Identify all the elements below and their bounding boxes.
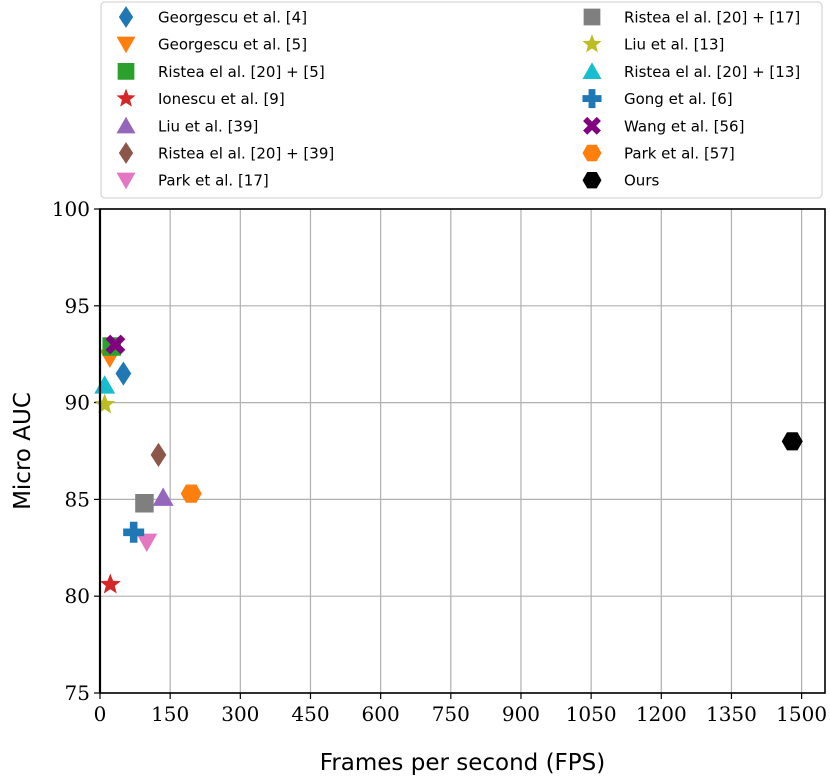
data-points (94, 334, 803, 594)
legend-marker-ionescu-et-al-9 (116, 88, 136, 107)
y-tick-label: 85 (65, 487, 90, 511)
y-tick-label: 75 (65, 681, 90, 705)
point-ionescu-et-al-9 (99, 573, 121, 594)
point-georgescu-et-al-4 (115, 361, 132, 386)
x-tick-label: 300 (221, 702, 259, 726)
point-ristea-el-al-20-17 (135, 494, 154, 513)
legend-marker-liu-et-al-39 (116, 116, 136, 134)
y-axis-label: Micro AUC (10, 392, 36, 510)
legend-marker-wang-et-al-56-stroke-b (583, 116, 601, 135)
legend-label: Liu et al. [13] (624, 36, 724, 54)
legend-box (100, 1, 823, 199)
point-liu-et-al-13 (94, 393, 116, 414)
legend-label: Ristea el al. [20] + [39] (158, 145, 334, 163)
legend-label: Liu et al. [39] (158, 117, 258, 135)
legend-label: Wang et al. [56] (624, 117, 744, 135)
legend-label: Ionescu et al. [9] (158, 90, 285, 108)
point-gong-et-al-6 (123, 521, 145, 543)
legend-label: Georgescu et al. [5] (158, 36, 307, 54)
x-tick-label: 0 (94, 702, 107, 726)
x-tick-label: 150 (151, 702, 189, 726)
legend-marker-gong-et-al-6 (582, 89, 602, 109)
point-ours (781, 432, 803, 451)
y-tick-label: 90 (65, 391, 90, 415)
x-axis-label: Frames per second (FPS) (320, 750, 605, 776)
axis-ticks: 0 150 300 450 600 750 900 1050 1200 1350 1500 75 80 8… (52, 197, 827, 726)
x-tick-label: 1050 (566, 702, 617, 726)
legend-marker-ristea-el-al-20-17 (583, 8, 601, 26)
plot-frame (99, 208, 826, 694)
point-liu-et-al-39 (152, 487, 174, 506)
legend-marker-ristea-el-al-20-39 (118, 142, 134, 164)
x-tick-label: 450 (291, 702, 329, 726)
legend-label: Park et al. [57] (624, 145, 735, 163)
y-tick-label: 100 (52, 197, 90, 221)
legend-marker-park-et-al-17 (116, 172, 136, 190)
legend-label: Gong et al. [6] (624, 90, 733, 108)
grid-lines (99, 208, 825, 694)
legend-label: Ours (624, 172, 659, 190)
point-wang-et-al-56 (105, 334, 126, 355)
legend-marker-liu-et-al-13 (582, 34, 602, 53)
legend-marker-wang-et-al-56 (583, 116, 601, 135)
point-ristea-el-al-20-39 (150, 442, 167, 467)
point-park-et-al-57 (180, 484, 202, 503)
legend: Georgescu et al. [4] Georgescu et al. [5]… (100, 1, 823, 199)
legend-label: Georgescu et al. [4] (158, 9, 307, 27)
legend-marker-georgescu-et-al-5 (116, 36, 136, 54)
point-wang-et-al-56-stroke-b (105, 334, 126, 355)
legend-label: Ristea el al. [20] + [13] (624, 63, 800, 81)
x-tick-label: 1350 (706, 702, 757, 726)
legend-marker-ristea-el-al-20-13 (582, 62, 602, 79)
x-tick-label: 1200 (636, 702, 687, 726)
y-tick-label: 95 (65, 294, 90, 318)
legend-marker-ristea-el-al-20-5 (117, 63, 135, 80)
x-tick-label: 1500 (776, 702, 827, 726)
y-tick-label: 80 (65, 584, 90, 608)
x-tick-label: 600 (362, 702, 400, 726)
legend-label: Ristea el al. [20] + [17] (624, 9, 800, 27)
point-park-et-al-17 (136, 533, 158, 552)
legend-marker-ours (582, 171, 602, 189)
legend-label: Ristea el al. [20] + [5] (158, 63, 325, 81)
legend-marker-park-et-al-57 (582, 144, 602, 162)
point-ristea-el-al-20-13 (94, 375, 116, 394)
legend-marker-georgescu-et-al-4 (118, 6, 134, 28)
legend-label: Park et al. [17] (158, 172, 269, 190)
x-tick-label: 750 (432, 702, 470, 726)
x-tick-label: 900 (502, 702, 540, 726)
